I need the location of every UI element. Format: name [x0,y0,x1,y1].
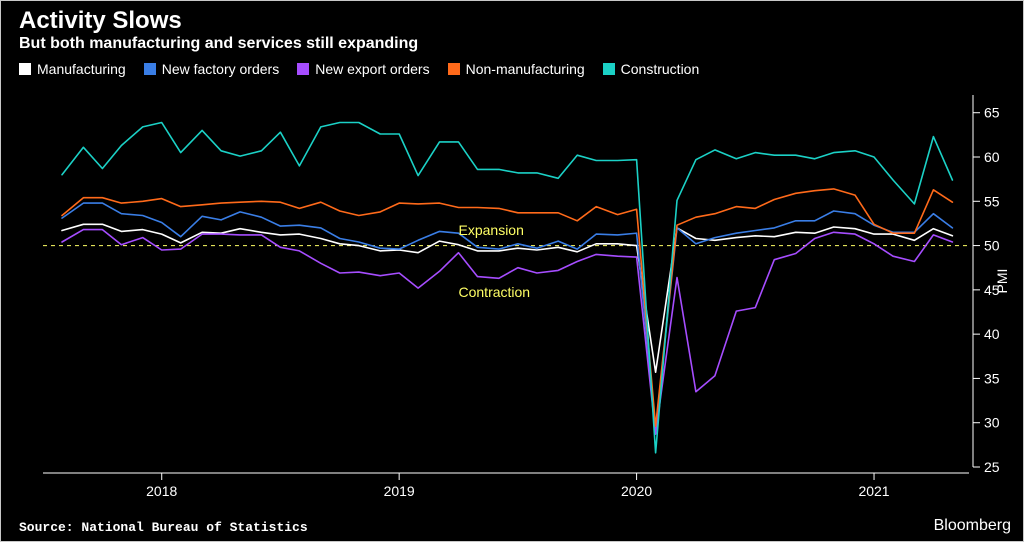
legend-item: New export orders [297,61,429,77]
x-tick-label: 2018 [146,483,177,499]
annotation-text: Expansion [459,222,524,238]
legend-swatch [19,63,31,75]
x-tick-label: 2020 [621,483,652,499]
source-text: Source: National Bureau of Statistics [19,520,308,535]
series-line [62,230,952,435]
y-tick-label: 65 [984,105,1000,121]
legend-swatch [297,63,309,75]
y-tick-label: 25 [984,459,1000,475]
y-tick-label: 40 [984,326,1000,342]
chart-subtitle: But both manufacturing and services stil… [19,35,418,53]
y-tick-label: 30 [984,415,1000,431]
chart-title: Activity Slows [19,7,182,35]
legend-item: Non-manufacturing [448,61,585,77]
annotation-text: Contraction [459,284,531,300]
chart-svg: 253035404550556065PMI2018201920202021Exp… [19,87,1011,507]
chart-panel: Activity Slows But both manufacturing an… [0,0,1024,542]
y-tick-label: 55 [984,193,1000,209]
x-tick-label: 2019 [384,483,415,499]
legend-item: New factory orders [144,61,279,77]
y-tick-label: 35 [984,370,1000,386]
legend-item: Construction [603,61,700,77]
y-axis-label: PMI [994,269,1010,294]
legend-swatch [448,63,460,75]
legend-label: Non-manufacturing [466,61,585,77]
legend: Manufacturing New factory orders New expor… [19,61,699,77]
legend-label: Manufacturing [37,61,126,77]
attribution-text: Bloomberg [934,517,1011,535]
y-tick-label: 50 [984,238,1000,254]
plot-area: 253035404550556065PMI2018201920202021Exp… [19,87,1011,507]
y-tick-label: 60 [984,149,1000,165]
legend-label: New factory orders [162,61,279,77]
legend-item: Manufacturing [19,61,126,77]
legend-label: New export orders [315,61,429,77]
legend-label: Construction [621,61,700,77]
x-tick-label: 2021 [858,483,889,499]
legend-swatch [603,63,615,75]
legend-swatch [144,63,156,75]
